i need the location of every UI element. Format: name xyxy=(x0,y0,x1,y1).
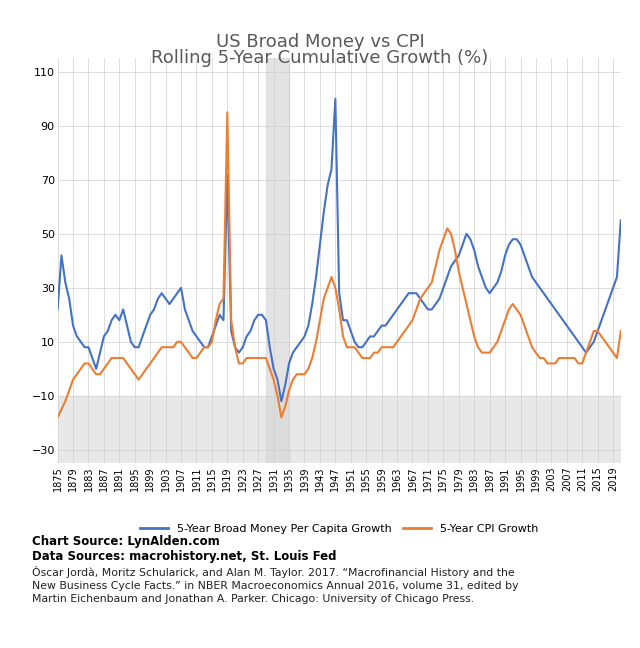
Legend: 5-Year Broad Money Per Capita Growth, 5-Year CPI Growth: 5-Year Broad Money Per Capita Growth, 5-… xyxy=(136,520,543,538)
Text: US Broad Money vs CPI: US Broad Money vs CPI xyxy=(216,33,424,51)
Text: Rolling 5-Year Cumulative Growth (%): Rolling 5-Year Cumulative Growth (%) xyxy=(152,49,488,67)
Bar xyxy=(266,58,289,463)
Bar xyxy=(58,396,621,463)
Text: Òscar Jordà, Moritz Schularick, and Alan M. Taylor. 2017. “Macrofinancial Histor: Òscar Jordà, Moritz Schularick, and Alan… xyxy=(32,566,518,604)
Text: Data Sources: macrohistory.net, St. Louis Fed: Data Sources: macrohistory.net, St. Loui… xyxy=(32,550,337,562)
Text: Chart Source: LynAlden.com: Chart Source: LynAlden.com xyxy=(32,535,220,548)
